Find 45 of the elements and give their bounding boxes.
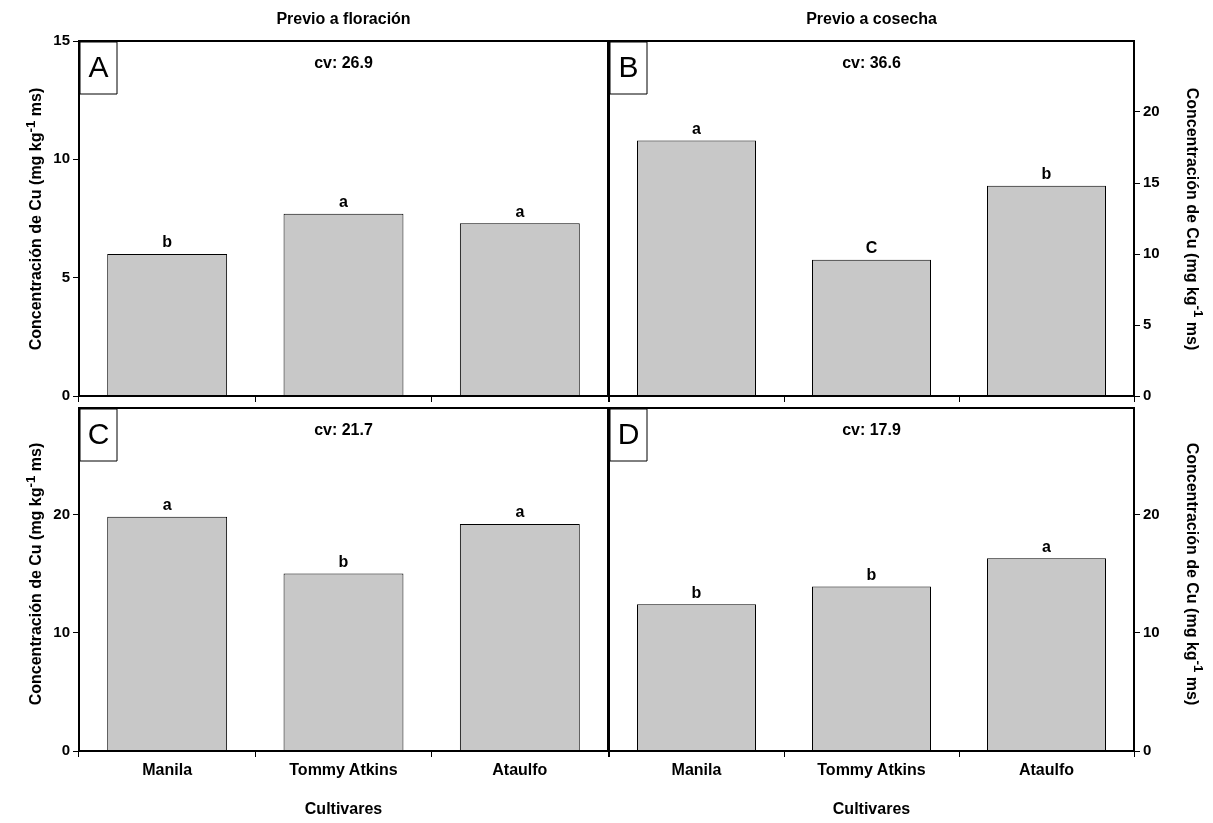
y-tick-label: 15 [1143,173,1160,191]
annotation: a [515,202,525,220]
y-tick-label: 10 [53,622,70,640]
annotation: C [87,417,110,451]
y-tick-label: 20 [53,504,70,522]
annotation: A [88,50,109,84]
annotation: C [865,239,878,257]
annotation: b [338,552,349,570]
y-tick-label: 20 [1143,504,1160,522]
annotation: cv: 17.9 [842,421,901,439]
y-tick-label: 0 [61,741,70,759]
y-tick-label: 10 [1143,244,1160,262]
x-tick-label: Tommy Atkins [817,761,926,779]
y-tick-label: 0 [61,386,70,404]
annotation: a [692,119,702,137]
y-tick-label: 10 [1143,622,1160,640]
x-axis-title: Cultivares [304,799,383,817]
y-tick-label: 20 [1143,102,1160,120]
y-tick-label: 5 [61,267,70,285]
annotation: b [866,566,877,583]
chart-title: Previo a floración [276,10,411,28]
annotation: a [515,503,525,521]
x-tick-label: Ataulfo [1018,761,1075,779]
annotation: b [1041,165,1052,183]
x-tick-label: Tommy Atkins [289,761,398,779]
annotation: a [339,193,349,211]
annotation: B [618,50,639,84]
annotation: cv: 26.9 [314,54,373,72]
x-tick-label: Manila [671,761,722,779]
annotation: cv: 21.7 [314,421,373,439]
x-axis-title: Cultivares [832,799,911,817]
y-tick-label: 5 [1143,315,1152,333]
y-tick-label: 0 [1143,386,1152,404]
chart-title: Previo a cosecha [806,10,937,28]
y-tick-label: 15 [53,31,70,49]
annotation: b [691,583,702,601]
x-tick-label: Manila [142,761,193,779]
annotation: cv: 36.6 [842,54,901,72]
annotation: a [162,496,172,514]
x-tick-label: Ataulfo [492,761,548,779]
annotation: b [162,233,173,251]
y-tick-label: 0 [1143,741,1152,759]
annotation: a [1042,537,1052,555]
annotation: D [617,417,640,451]
y-tick-label: 10 [53,149,70,167]
